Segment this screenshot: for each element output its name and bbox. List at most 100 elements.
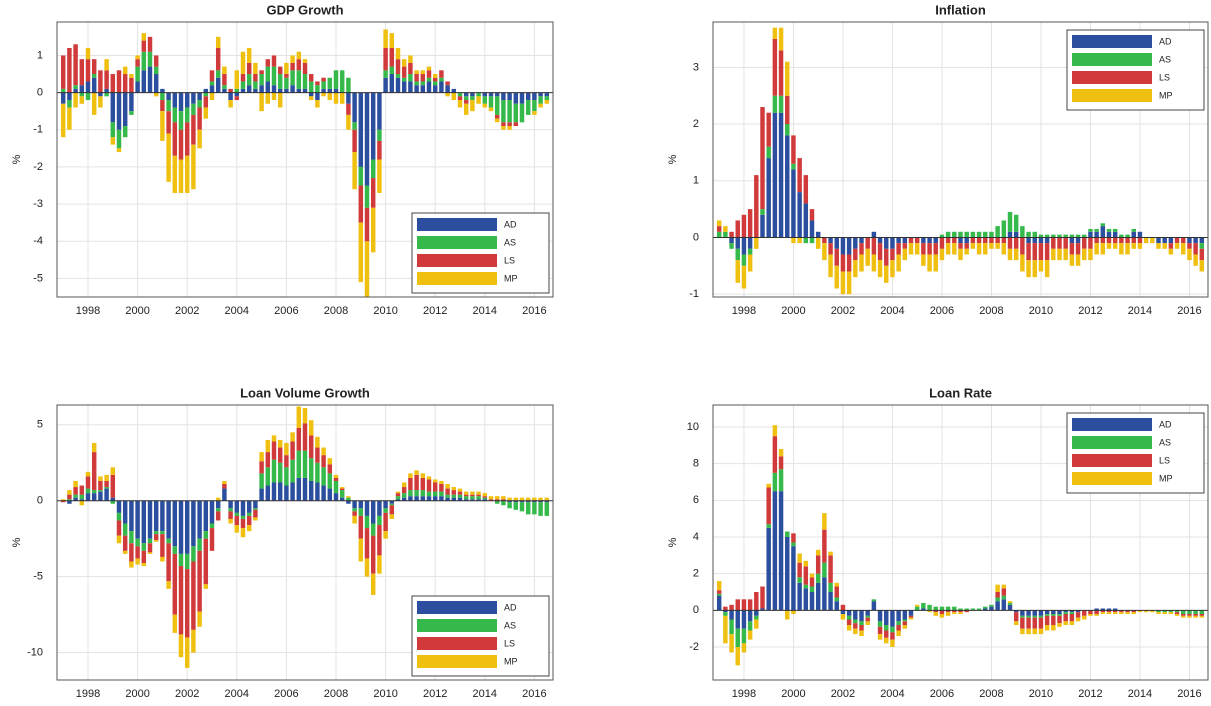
bar-segment — [222, 488, 227, 501]
bar-segment — [914, 606, 920, 611]
bar-segment — [408, 81, 413, 93]
bar-segment — [914, 237, 920, 244]
bar-segment — [364, 515, 370, 529]
bar-segment — [1174, 614, 1180, 616]
bar-segment — [1013, 214, 1019, 232]
bar-segment — [735, 248, 740, 261]
bar-segment — [1038, 617, 1044, 629]
bar-segment — [1174, 237, 1180, 244]
bar-segment — [184, 122, 190, 156]
bar-segment — [439, 491, 444, 497]
bar-segment — [240, 74, 246, 82]
bar-segment — [432, 482, 438, 492]
bar-segment — [346, 497, 351, 501]
bar-segment — [302, 450, 308, 478]
bar-segment — [401, 487, 407, 494]
bar-segment — [246, 74, 252, 86]
bar-segment — [1106, 612, 1112, 614]
bar-segment — [914, 243, 920, 255]
bar-segment — [60, 103, 66, 138]
bar-segment — [525, 502, 531, 515]
bar-segment — [958, 612, 963, 614]
bar-segment — [1119, 612, 1124, 614]
bar-segment — [197, 538, 202, 551]
bar-segment — [791, 237, 796, 244]
bar-segment — [445, 85, 450, 93]
bar-segment — [432, 479, 438, 483]
legend-label: AD — [504, 219, 517, 229]
bar-segment — [389, 33, 395, 49]
bar-segment — [463, 103, 469, 115]
bar-segment — [995, 584, 1000, 592]
chart-title: GDP Growth — [266, 2, 343, 17]
bar-segment — [538, 502, 543, 516]
bar-segment — [265, 485, 271, 501]
chart-title: Loan Volume Growth — [240, 385, 370, 400]
bar-segment — [141, 563, 147, 567]
bar-segment — [741, 237, 747, 255]
x-tick-label: 2008 — [979, 688, 1003, 700]
bar-segment — [377, 525, 382, 556]
bar-segment — [259, 488, 264, 501]
bar-segment — [488, 107, 494, 112]
bar-segment — [228, 511, 233, 519]
bar-segment — [73, 487, 78, 495]
bar-segment — [172, 122, 178, 156]
bar-segment — [85, 92, 91, 101]
bar-segment — [370, 535, 376, 574]
bar-segment — [172, 155, 178, 193]
bar-segment — [1032, 628, 1037, 635]
y-tick-label: 0 — [693, 231, 699, 243]
bar-segment — [494, 96, 500, 115]
bar-segment — [791, 542, 796, 547]
bar-segment — [308, 458, 314, 481]
bar-segment — [401, 497, 407, 501]
bar-segment — [153, 500, 159, 532]
bar-segment — [964, 248, 969, 255]
bar-segment — [964, 231, 969, 238]
bar-segment — [890, 237, 895, 249]
bar-segment — [265, 452, 271, 468]
bar-segment — [859, 254, 864, 272]
legend-swatch — [1072, 436, 1152, 449]
bar-segment — [1106, 243, 1112, 249]
bar-segment — [1119, 237, 1124, 244]
bar-segment — [147, 36, 153, 52]
bar-segment — [209, 523, 215, 529]
bar-segment — [408, 490, 413, 497]
bar-segment — [729, 237, 734, 244]
legend-label: LS — [1159, 455, 1170, 465]
bar-segment — [215, 36, 221, 49]
bar-segment — [420, 70, 426, 75]
bar-segment — [414, 74, 419, 82]
bar-segment — [532, 502, 537, 515]
bar-segment — [141, 40, 147, 52]
bar-segment — [983, 608, 988, 611]
bar-segment — [160, 534, 165, 557]
bar-segment — [277, 462, 283, 483]
bar-segment — [729, 243, 734, 249]
bar-segment — [716, 595, 722, 611]
bar-segment — [970, 237, 976, 244]
bar-segment — [840, 614, 846, 620]
bar-segment — [352, 500, 357, 509]
bar-segment — [976, 243, 982, 255]
bar-segment — [785, 95, 790, 125]
bar-segment — [525, 100, 531, 115]
bar-segment — [945, 610, 951, 613]
bar-segment — [544, 100, 550, 104]
bar-segment — [240, 518, 246, 529]
bar-segment — [1051, 625, 1056, 631]
bar-segment — [445, 81, 450, 86]
bar-segment — [1100, 610, 1106, 613]
bar-segment — [1038, 628, 1044, 635]
bar-segment — [488, 96, 494, 108]
bar-segment — [1013, 248, 1019, 261]
bar-segment — [791, 135, 796, 164]
bar-segment — [525, 500, 531, 503]
bar-segment — [760, 107, 765, 210]
bar-segment — [197, 550, 202, 612]
bar-segment — [1001, 599, 1007, 611]
chart-title: Inflation — [935, 2, 986, 17]
bar-segment — [1020, 237, 1025, 255]
